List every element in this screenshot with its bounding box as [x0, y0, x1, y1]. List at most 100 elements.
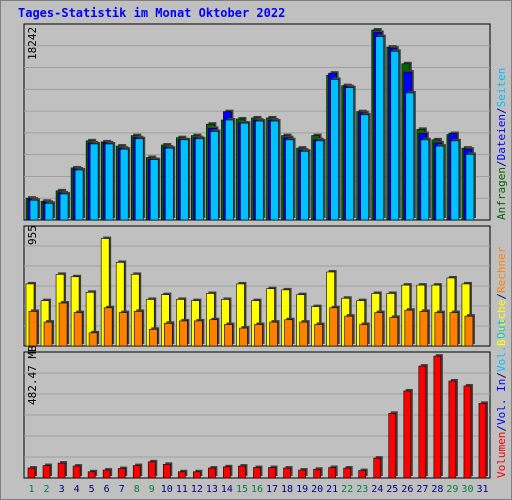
bar-seiten: [315, 140, 324, 221]
bar-rechner: [374, 312, 384, 347]
bar-volumen: [147, 461, 156, 479]
bar-volumen: [418, 365, 427, 479]
legend-item: Vol. In: [495, 379, 508, 425]
bar-seiten: [134, 138, 144, 221]
y-max-label-mid: 955: [26, 225, 39, 245]
bar-volumen: [162, 464, 171, 479]
bar-rechner: [464, 315, 474, 347]
panel-visits: [23, 225, 491, 347]
bar-seiten: [59, 193, 69, 221]
legend-item: Rechner: [495, 246, 508, 293]
y-axis-labels: 18242 955 482.47 MB: [26, 27, 39, 405]
bar-rechner: [449, 312, 459, 347]
bar-rechner: [224, 324, 233, 347]
x-tick-label: 29: [446, 484, 458, 495]
bar-rechner: [28, 311, 38, 347]
legend-item: Seiten: [495, 68, 508, 108]
legend-item: Volumen: [495, 432, 508, 478]
x-tick-label: 25: [386, 484, 398, 495]
bar-volumen: [102, 469, 111, 479]
x-tick-label: 16: [251, 484, 263, 495]
x-axis-labels: 1 2 3 4 5 6 7 8 9 10 11 12 13 14 15 16 17 18 19 20 21 22 23 24 2…: [29, 484, 489, 495]
legend-item: /: [495, 372, 508, 379]
bar-volumen: [298, 469, 306, 479]
bar-volumen: [358, 470, 367, 479]
bar-seiten: [104, 143, 114, 221]
x-tick-label: 30: [461, 484, 473, 495]
legend-item: /: [495, 293, 508, 300]
bar-seiten: [300, 150, 309, 221]
x-tick-label: 12: [191, 484, 203, 495]
bar-seiten: [345, 87, 354, 221]
x-tick-label: 28: [431, 484, 443, 495]
bar-seiten: [390, 50, 400, 221]
bar-seiten: [360, 114, 370, 221]
bar-seiten: [240, 122, 249, 221]
bar-rechner: [434, 312, 444, 347]
bar-seiten: [149, 159, 159, 221]
bar-volumen: [478, 403, 487, 479]
legend-item: /: [495, 107, 508, 114]
bar-volumen: [208, 467, 216, 479]
x-tick-label: 17: [266, 484, 278, 495]
y-max-label-bot: 482.47 MB: [26, 345, 39, 405]
x-tick-label: 10: [161, 484, 173, 495]
legend-top: Anfragen/Dateien/Seiten: [495, 68, 508, 220]
bar-volumen: [178, 471, 186, 479]
panel-requests: [23, 23, 491, 221]
x-tick-label: 11: [176, 484, 188, 495]
legend-item: Vol. Out: [495, 319, 508, 372]
bar-volumen: [313, 468, 321, 479]
legend-mid: Besuche/Rechner: [495, 246, 508, 346]
bar-rechner: [389, 317, 399, 347]
legend-item: Anfragen: [495, 167, 508, 220]
bar-seiten: [450, 140, 460, 221]
legend-item: /: [495, 160, 508, 167]
legend-item: Dateien: [495, 114, 508, 160]
bar-seiten: [225, 119, 234, 221]
bar-volumen: [463, 385, 472, 479]
bar-volumen: [27, 467, 36, 479]
bar-volumen: [238, 465, 246, 479]
bar-seiten: [89, 143, 99, 221]
bar-rechner: [88, 332, 98, 347]
x-tick-label: 23: [356, 484, 368, 495]
bar-rechner: [329, 307, 338, 347]
bar-seiten: [405, 92, 415, 221]
x-tick-label: 26: [401, 484, 413, 495]
x-tick-label: 15: [236, 484, 248, 495]
bar-rechner: [284, 319, 293, 347]
bar-volumen: [403, 390, 412, 479]
bar-rechner: [344, 315, 353, 347]
bar-seiten: [195, 138, 204, 221]
bar-rechner: [133, 311, 143, 347]
bar-rechner: [43, 321, 53, 347]
bar-rechner: [103, 307, 113, 347]
x-tick-label: 7: [119, 484, 125, 495]
bar-seiten: [74, 169, 84, 221]
legend-labels: Anfragen/Dateien/SeitenBesuche/RechnerVo…: [495, 68, 508, 478]
x-tick-label: 21: [326, 484, 338, 495]
x-tick-label: 13: [206, 484, 218, 495]
bar-seiten: [180, 139, 189, 221]
bar-seiten: [164, 147, 174, 221]
bar-volumen: [253, 467, 261, 479]
x-tick-label: 5: [89, 484, 95, 495]
bar-volumen: [283, 467, 291, 479]
bar-rechner: [118, 312, 128, 347]
bar-volumen: [388, 413, 397, 479]
bar-rechner: [314, 324, 323, 347]
bar-rechner: [148, 328, 158, 347]
bar-seiten: [285, 139, 294, 221]
legend-item: Besuche: [495, 300, 508, 346]
bar-rechner: [194, 320, 203, 347]
bar-rechner: [58, 302, 68, 347]
bar-seiten: [375, 36, 385, 221]
bar-seiten: [255, 120, 264, 221]
bar-rechner: [269, 321, 278, 347]
bar-volumen: [132, 465, 141, 479]
bar-volumen: [373, 457, 382, 479]
bar-rechner: [209, 319, 218, 347]
bar-volumen: [117, 468, 126, 479]
